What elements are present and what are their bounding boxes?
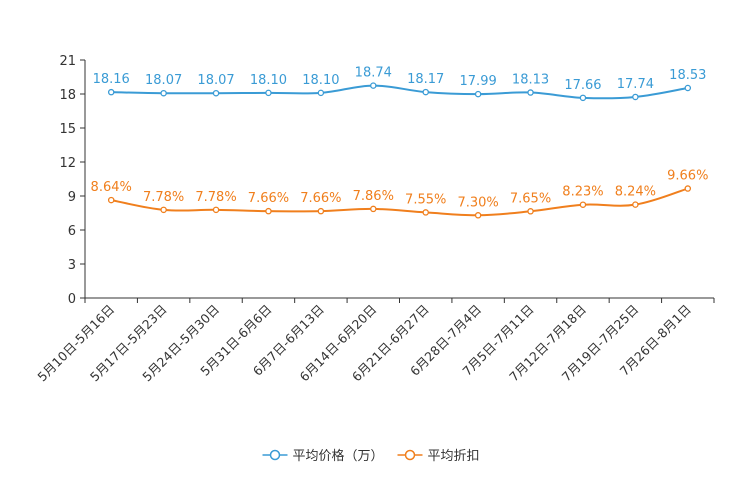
data-label: 7.78% [195,190,236,205]
data-label: 17.74 [617,77,654,92]
data-label: 7.78% [143,190,184,205]
data-label: 8.24% [615,185,656,200]
data-label: 18.16 [93,72,130,87]
axes-layer: 0369121518215月10日-5月16日5月17日-5月23日5月24日-… [34,54,715,384]
data-point[interactable] [317,89,325,97]
series-line-0 [111,84,688,100]
data-label: 7.66% [248,191,289,206]
data-label: 7.55% [405,192,446,207]
data-label: 7.30% [457,195,498,210]
data-point[interactable] [317,207,325,215]
series-layer [107,82,692,219]
legend-marker-icon [269,449,281,461]
legend-item-1[interactable]: 平均折扣 [397,449,480,464]
data-label: 18.13 [512,73,549,88]
legend-label: 平均折扣 [428,449,480,464]
data-point[interactable] [579,201,587,208]
data-label: 18.17 [407,72,444,87]
y-tick-label: 21 [59,54,76,69]
data-point[interactable] [265,207,272,215]
data-point[interactable] [579,94,587,102]
data-point[interactable] [474,212,482,219]
data-point[interactable] [370,205,377,213]
data-label: 18.74 [355,66,392,81]
y-tick-label: 0 [68,292,76,307]
data-point[interactable] [160,89,167,97]
data-label: 7.65% [510,191,551,206]
y-tick-label: 12 [59,156,76,171]
legend-item-0[interactable]: 平均价格（万） [262,448,384,464]
data-label: 18.10 [250,73,287,88]
data-point[interactable] [160,206,167,214]
y-tick-label: 15 [59,122,76,137]
data-point[interactable] [474,90,482,98]
y-tick-label: 9 [68,190,76,205]
data-point[interactable] [107,88,115,96]
data-point[interactable] [107,196,115,204]
data-point[interactable] [684,185,692,192]
legend-marker-icon [404,449,416,461]
data-point[interactable] [632,201,639,208]
data-label: 7.66% [300,191,341,206]
data-point[interactable] [632,93,639,101]
data-point[interactable] [527,89,534,96]
data-point[interactable] [212,89,220,97]
data-point[interactable] [265,89,272,97]
y-tick-label: 3 [68,258,76,273]
data-label: 17.99 [460,74,497,89]
data-point[interactable] [422,209,429,216]
data-point[interactable] [422,88,429,96]
legend-label: 平均价格（万） [293,448,384,464]
y-tick-label: 18 [59,88,76,103]
legend[interactable]: 平均价格（万） 平均折扣 [262,448,480,464]
data-point[interactable] [527,208,534,215]
data-label: 8.23% [562,185,603,200]
data-label: 17.66 [564,78,601,93]
data-label: 18.53 [669,68,706,83]
data-label: 18.07 [197,73,234,88]
series-line-1 [111,187,689,217]
data-point[interactable] [212,206,220,214]
data-label: 9.66% [667,169,708,184]
data-label: 18.07 [145,73,182,88]
data-point[interactable] [684,84,692,92]
data-label: 8.64% [91,180,132,195]
data-label-layer: 18.16 18.07 18.07 18.10 18.10 18.74 18.17 17.99… [91,66,709,211]
data-label: 7.86% [353,189,394,204]
data-point[interactable] [370,82,377,89]
data-label: 18.10 [302,73,339,88]
y-tick-label: 6 [68,224,76,239]
